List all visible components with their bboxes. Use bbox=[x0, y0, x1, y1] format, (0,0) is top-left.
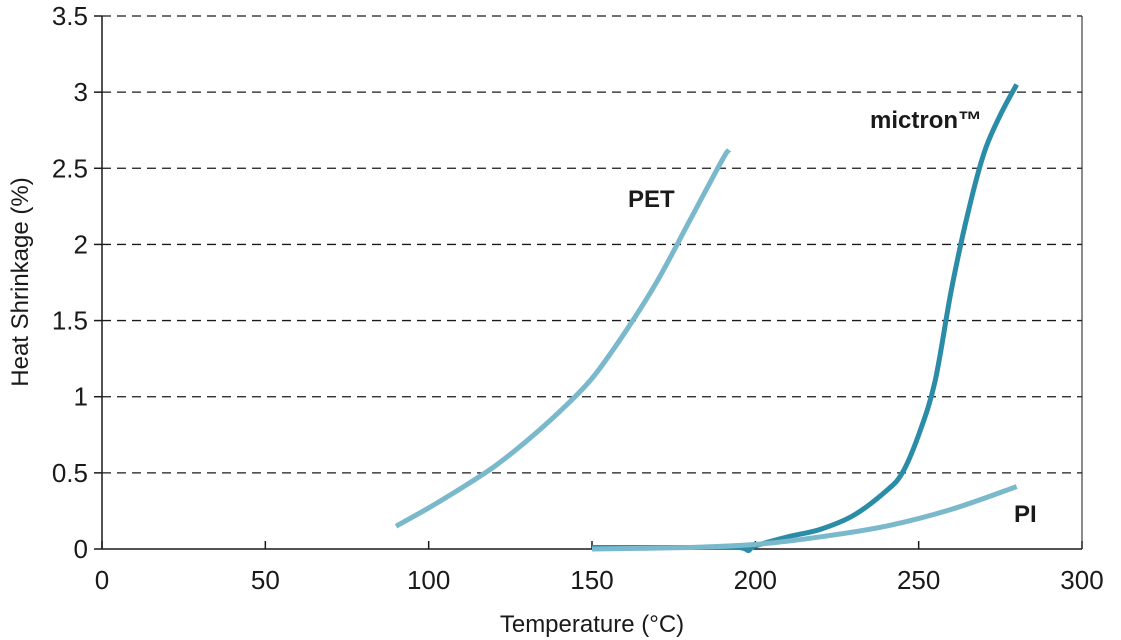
series-line-mictron bbox=[591, 83, 1019, 554]
x-tick-label: 150 bbox=[570, 565, 613, 595]
y-tick-label: 2.5 bbox=[52, 153, 88, 183]
y-tick-label: 0 bbox=[74, 534, 88, 564]
grid-lines bbox=[102, 15, 1082, 474]
series-label-pi: PI bbox=[1014, 501, 1037, 528]
x-tick-label: 250 bbox=[897, 565, 940, 595]
x-axis-title: Temperature (°C) bbox=[500, 611, 684, 638]
series-line-pi bbox=[591, 484, 1018, 552]
series-line-pet bbox=[394, 147, 732, 529]
y-tick-label: 0.5 bbox=[52, 458, 88, 488]
y-tick-label: 3 bbox=[74, 77, 88, 107]
y-tick-label: 1 bbox=[74, 382, 88, 412]
y-axis-title: Heat Shrinkage (%) bbox=[7, 177, 34, 386]
x-tick-label: 100 bbox=[407, 565, 450, 595]
y-tick-label: 1.5 bbox=[52, 306, 88, 336]
series-lines bbox=[394, 83, 1019, 554]
axis-ticks: 0 0.5 1 1.5 2 2.5 3 3.5 0 50 100 150 200 250 300 bbox=[52, 1, 1104, 595]
y-tick-label: 3.5 bbox=[52, 1, 88, 31]
x-tick-label: 0 bbox=[95, 565, 109, 595]
x-tick-label: 300 bbox=[1060, 565, 1103, 595]
y-tick-label: 2 bbox=[74, 229, 88, 259]
series-label-mictron: mictron™ bbox=[870, 107, 982, 134]
axes bbox=[101, 16, 1083, 550]
series-label-pet: PET bbox=[628, 186, 675, 213]
x-tick-label: 200 bbox=[734, 565, 777, 595]
x-tick-label: 50 bbox=[251, 565, 280, 595]
